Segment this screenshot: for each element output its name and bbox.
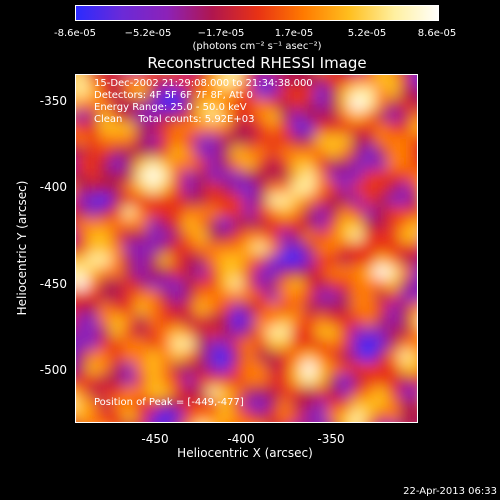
colorbar-units: (photons cm⁻² s⁻¹ asec⁻²) <box>192 41 322 52</box>
colorbar-tick-1: -8.6e-05 <box>54 28 96 39</box>
heatmap-image <box>75 74 418 423</box>
x-tick-label: -400 <box>227 432 255 446</box>
x-tick-label: -450 <box>141 432 169 446</box>
x-axis-label: Heliocentric X (arcsec) <box>177 446 313 460</box>
info-energy-range: Energy Range: 25.0 - 50.0 keV <box>94 102 247 113</box>
y-tick-label: -500 <box>39 363 67 377</box>
y-tick-label: -450 <box>39 277 67 291</box>
colorbar-tick-4: 1.7e-05 <box>274 28 314 39</box>
colorbar-tick-2: −5.2e-05 <box>124 28 172 39</box>
info-detectors: Detectors: 4F 5F 6F 7F 8F, Att 0 <box>94 90 254 101</box>
info-counts: Clean Total counts: 5.92E+03 <box>94 114 255 125</box>
image-plot-area <box>75 74 418 423</box>
chart-title: Reconstructed RHESSI Image <box>147 54 367 72</box>
peak-position-label: Position of Peak = [-449,-477] <box>94 397 244 408</box>
colorbar-tick-5: 5.2e-05 <box>347 28 387 39</box>
colorbar-tick-6: 8.6e-05 <box>417 28 457 39</box>
y-axis-label: Heliocentric Y (arcsec) <box>15 180 29 316</box>
y-tick-label: -400 <box>39 180 67 194</box>
colorbar <box>75 5 439 21</box>
x-tick-label: -350 <box>317 432 345 446</box>
colorbar-tick-3: −1.7e-05 <box>197 28 245 39</box>
timestamp: 22-Apr-2013 06:33 <box>403 486 497 497</box>
y-tick-label: -350 <box>39 94 67 108</box>
info-time-range: 15-Dec-2002 21:29:08.000 to 21:34:38.000 <box>94 78 313 89</box>
